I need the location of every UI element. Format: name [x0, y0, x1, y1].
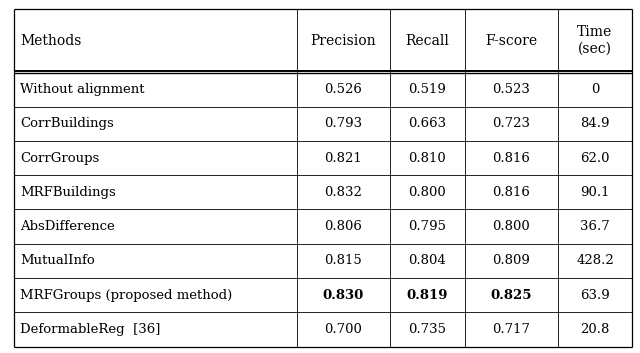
Text: 0.832: 0.832	[324, 186, 362, 199]
Text: 0.819: 0.819	[406, 289, 448, 302]
Text: 0: 0	[591, 83, 599, 96]
Text: Methods: Methods	[20, 34, 82, 48]
Text: Time
(sec): Time (sec)	[577, 25, 612, 56]
Text: CorrGroups: CorrGroups	[20, 151, 100, 164]
Text: 0.816: 0.816	[492, 151, 530, 164]
Text: 0.519: 0.519	[408, 83, 446, 96]
Text: 0.800: 0.800	[408, 186, 446, 199]
Text: 0.825: 0.825	[490, 289, 532, 302]
Text: 36.7: 36.7	[580, 220, 610, 233]
Text: 0.663: 0.663	[408, 117, 446, 130]
Text: 0.809: 0.809	[492, 255, 530, 268]
Text: CorrBuildings: CorrBuildings	[20, 117, 114, 130]
Text: DeformableReg  [36]: DeformableReg [36]	[20, 323, 161, 336]
Text: 63.9: 63.9	[580, 289, 610, 302]
Text: 0.804: 0.804	[408, 255, 446, 268]
Text: 0.793: 0.793	[324, 117, 362, 130]
Text: 0.821: 0.821	[324, 151, 362, 164]
Text: F-score: F-score	[485, 34, 537, 48]
Text: 0.526: 0.526	[324, 83, 362, 96]
Text: 0.723: 0.723	[492, 117, 530, 130]
Text: 0.717: 0.717	[492, 323, 530, 336]
Text: 428.2: 428.2	[576, 255, 614, 268]
Text: MutualInfo: MutualInfo	[20, 255, 95, 268]
Text: Precision: Precision	[310, 34, 376, 48]
Text: 62.0: 62.0	[580, 151, 610, 164]
Text: Recall: Recall	[405, 34, 449, 48]
Text: 84.9: 84.9	[580, 117, 610, 130]
Text: Without alignment: Without alignment	[20, 83, 145, 96]
Text: AbsDifference: AbsDifference	[20, 220, 115, 233]
Text: MRFBuildings: MRFBuildings	[20, 186, 116, 199]
Text: 0.810: 0.810	[408, 151, 446, 164]
Text: 0.806: 0.806	[324, 220, 362, 233]
Text: 0.735: 0.735	[408, 323, 446, 336]
Text: 0.700: 0.700	[324, 323, 362, 336]
Text: 90.1: 90.1	[580, 186, 610, 199]
Text: 0.523: 0.523	[492, 83, 530, 96]
Text: MRFGroups (proposed method): MRFGroups (proposed method)	[20, 289, 233, 302]
Text: 0.795: 0.795	[408, 220, 446, 233]
Text: 0.800: 0.800	[492, 220, 530, 233]
Text: 20.8: 20.8	[580, 323, 610, 336]
Text: 0.815: 0.815	[324, 255, 362, 268]
Text: 0.830: 0.830	[323, 289, 364, 302]
Text: 0.816: 0.816	[492, 186, 530, 199]
